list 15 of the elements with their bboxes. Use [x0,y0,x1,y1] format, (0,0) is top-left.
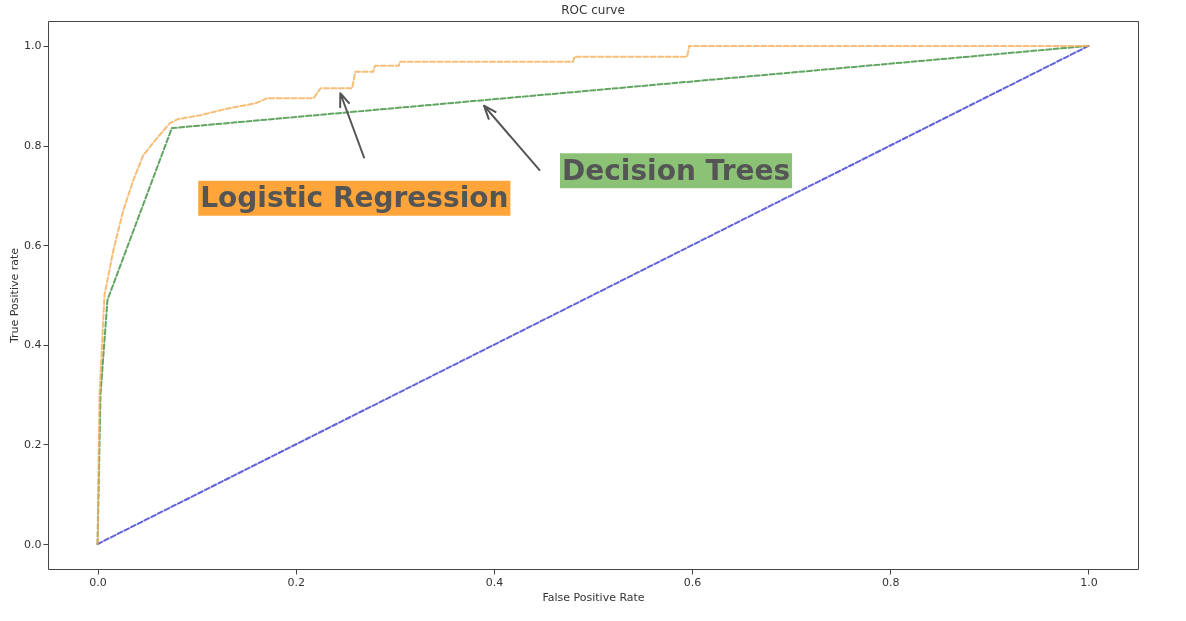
y-tick-label: 0.2 [24,437,42,451]
y-tick-label: 0.4 [24,338,42,352]
y-tick-label: 0.0 [24,537,42,551]
y-axis-title: True Positive rate [8,247,22,345]
x-tick-label: 0.6 [683,575,702,589]
y-tick-label: 0.8 [24,139,42,153]
y-tick-label: 0.6 [24,238,42,252]
x-tick-label: 0.0 [89,575,107,589]
chart-title: ROC curve [561,3,625,17]
y-tick-label: 1.0 [24,39,42,53]
x-tick-label: 0.4 [485,575,504,589]
x-tick-label: 0.8 [882,575,900,589]
x-axis-title: False Positive Rate [542,590,645,604]
x-tick-label: 1.0 [1080,575,1098,589]
x-tick-label: 0.2 [287,575,305,589]
